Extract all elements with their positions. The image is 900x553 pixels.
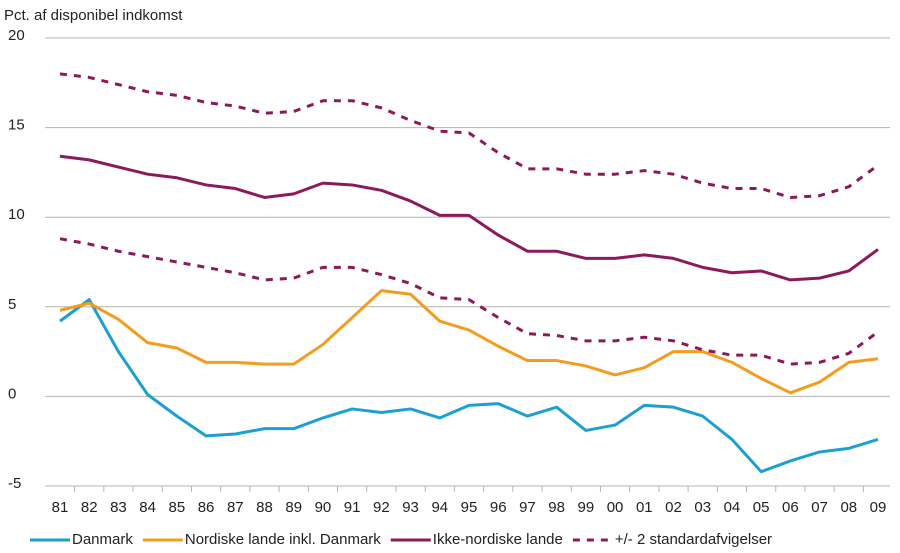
x-tick-label: 02 (665, 499, 682, 516)
x-tick-label: 81 (52, 499, 69, 516)
x-tick-label: 08 (840, 499, 857, 516)
legend-label: +/- 2 standardafvigelser (615, 531, 772, 548)
series-line (59, 72, 879, 199)
y-axis-label: Pct. af disponibel indkomst (4, 7, 183, 24)
y-tick-label: 20 (8, 27, 25, 44)
x-tick-label: 90 (315, 499, 332, 516)
x-tick-label: 05 (753, 499, 770, 516)
series-line (59, 237, 879, 366)
x-tick-label: 00 (607, 499, 624, 516)
y-tick-label: 15 (8, 117, 25, 134)
x-tick-label: 99 (578, 499, 595, 516)
x-tick-label: 97 (519, 499, 536, 516)
series-line (59, 154, 879, 282)
x-tick-label: 89 (285, 499, 302, 516)
x-tick-label: 85 (169, 499, 186, 516)
x-tick-label: 04 (724, 499, 741, 516)
y-tick-label: -5 (8, 475, 21, 492)
x-tick-label: 96 (490, 499, 507, 516)
x-tick-label: 88 (256, 499, 273, 516)
x-tick-label: 06 (782, 499, 799, 516)
legend-label: Danmark (72, 531, 133, 548)
x-tick-label: 98 (548, 499, 565, 516)
x-tick-label: 84 (139, 499, 156, 516)
x-tick-label: 82 (81, 499, 98, 516)
series-line (59, 289, 879, 395)
x-tick-label: 01 (636, 499, 653, 516)
x-tick-label: 03 (694, 499, 711, 516)
x-tick-label: 95 (461, 499, 478, 516)
x-tick-label: 93 (402, 499, 419, 516)
y-tick-label: 5 (8, 296, 16, 313)
x-tick-label: 94 (431, 499, 448, 516)
legend-label: Nordiske lande inkl. Danmark (185, 531, 381, 548)
legend-label: Ikke-nordiske lande (433, 531, 563, 548)
x-tick-label: 91 (344, 499, 361, 516)
x-tick-label: 09 (870, 499, 887, 516)
x-tick-label: 92 (373, 499, 390, 516)
y-tick-label: 10 (8, 206, 25, 223)
series-line (59, 298, 879, 474)
x-tick-label: 83 (110, 499, 127, 516)
x-tick-label: 87 (227, 499, 244, 516)
y-tick-label: 0 (8, 385, 16, 402)
x-tick-label: 86 (198, 499, 215, 516)
x-tick-label: 07 (811, 499, 828, 516)
